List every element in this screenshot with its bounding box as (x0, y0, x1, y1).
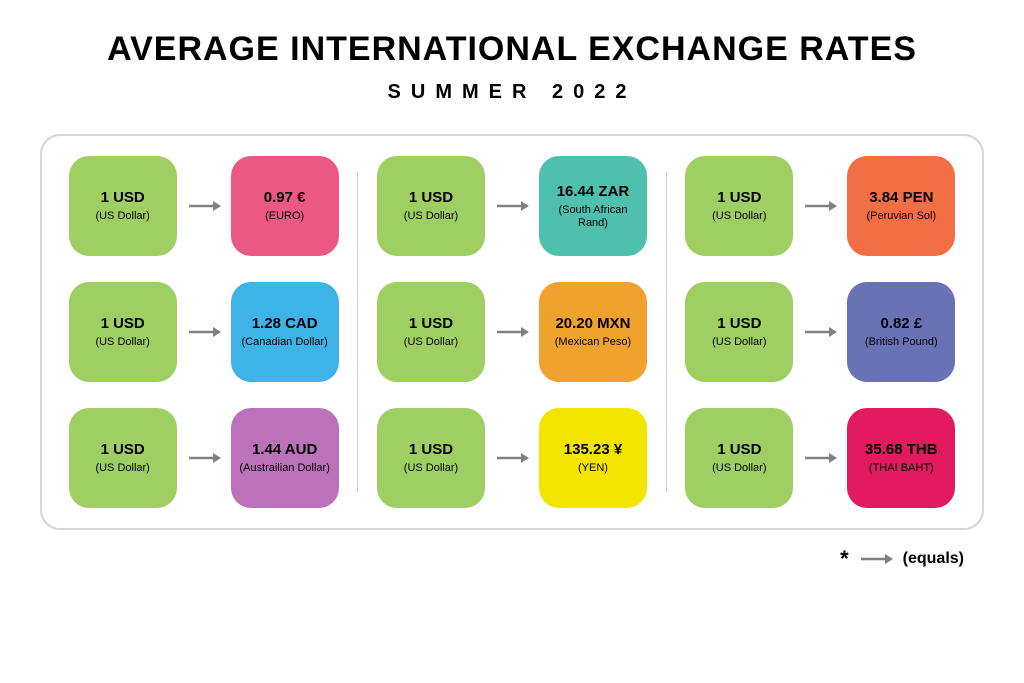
from-label: (US Dollar) (404, 336, 458, 349)
rate-pair: 1 USD (US Dollar) 0.97 € (EURO) (60, 156, 347, 256)
from-label: (US Dollar) (95, 462, 149, 475)
from-currency-box: 1 USD (US Dollar) (685, 282, 793, 382)
to-value: 1.28 CAD (252, 315, 318, 333)
rate-pair: 1 USD (US Dollar) 3.84 PEN (Peruvian Sol) (677, 156, 964, 256)
from-currency-box: 1 USD (US Dollar) (377, 408, 485, 508)
arrow-icon (859, 552, 893, 566)
page-subtitle: SUMMER 2022 (0, 81, 1024, 104)
header: AVERAGE INTERNATIONAL EXCHANGE RATES SUM… (0, 0, 1024, 104)
rate-pair: 1 USD (US Dollar) 1.28 CAD (Canadian Dollar… (60, 282, 347, 382)
rate-pair: 1 USD (US Dollar) 20.20 MXN (Mexican Peso) (368, 282, 655, 382)
to-label: (Peruvian Sol) (866, 210, 936, 223)
from-value: 1 USD (717, 441, 761, 459)
to-currency-box: 35.68 THB (THAI BAHT) (847, 408, 955, 508)
to-value: 135.23 ¥ (564, 441, 622, 459)
to-label: (EURO) (265, 210, 304, 223)
from-value: 1 USD (409, 441, 453, 459)
from-value: 1 USD (717, 315, 761, 333)
from-value: 1 USD (101, 441, 145, 459)
to-currency-box: 3.84 PEN (Peruvian Sol) (847, 156, 955, 256)
to-value: 0.82 £ (880, 315, 922, 333)
column-2: 1 USD (US Dollar) 16.44 ZAR (South African … (358, 156, 665, 508)
from-label: (US Dollar) (95, 336, 149, 349)
from-label: (US Dollar) (95, 210, 149, 223)
to-value: 1.44 AUD (252, 441, 317, 459)
to-value: 20.20 MXN (555, 315, 630, 333)
rate-pair: 1 USD (US Dollar) 135.23 ¥ (YEN) (368, 408, 655, 508)
to-value: 35.68 THB (865, 441, 938, 459)
to-label: (YEN) (578, 462, 608, 475)
to-label: (THAI BAHT) (869, 462, 934, 475)
to-label: (South African Rand) (545, 204, 641, 229)
legend-mark: * (840, 546, 849, 572)
from-currency-box: 1 USD (US Dollar) (685, 408, 793, 508)
from-value: 1 USD (409, 189, 453, 207)
to-value: 0.97 € (264, 189, 306, 207)
to-currency-box: 0.97 € (EURO) (231, 156, 339, 256)
from-label: (US Dollar) (404, 462, 458, 475)
from-currency-box: 1 USD (US Dollar) (69, 408, 177, 508)
to-currency-box: 135.23 ¥ (YEN) (539, 408, 647, 508)
column-1: 1 USD (US Dollar) 0.97 € (EURO) 1 USD (US Dol… (50, 156, 357, 508)
from-currency-box: 1 USD (US Dollar) (685, 156, 793, 256)
rate-pair: 1 USD (US Dollar) 1.44 AUD (Austrailian Dol… (60, 408, 347, 508)
from-currency-box: 1 USD (US Dollar) (69, 282, 177, 382)
from-label: (US Dollar) (712, 336, 766, 349)
from-currency-box: 1 USD (US Dollar) (377, 156, 485, 256)
rates-panel: 1 USD (US Dollar) 0.97 € (EURO) 1 USD (US Dol… (40, 134, 984, 530)
arrow-icon (187, 199, 221, 213)
from-label: (US Dollar) (404, 210, 458, 223)
legend: * (equals) (0, 546, 964, 572)
rate-pair: 1 USD (US Dollar) 35.68 THB (THAI BAHT) (677, 408, 964, 508)
from-label: (US Dollar) (712, 462, 766, 475)
arrow-icon (495, 451, 529, 465)
rate-pair: 1 USD (US Dollar) 16.44 ZAR (South African … (368, 156, 655, 256)
to-value: 3.84 PEN (869, 189, 933, 207)
arrow-icon (803, 451, 837, 465)
from-value: 1 USD (101, 315, 145, 333)
from-currency-box: 1 USD (US Dollar) (69, 156, 177, 256)
legend-text: (equals) (903, 550, 964, 568)
to-currency-box: 1.44 AUD (Austrailian Dollar) (231, 408, 339, 508)
to-value: 16.44 ZAR (557, 183, 630, 201)
arrow-icon (495, 199, 529, 213)
to-currency-box: 20.20 MXN (Mexican Peso) (539, 282, 647, 382)
from-value: 1 USD (409, 315, 453, 333)
to-label: (Mexican Peso) (555, 336, 631, 349)
to-label: (Austrailian Dollar) (239, 462, 329, 475)
from-value: 1 USD (717, 189, 761, 207)
to-currency-box: 1.28 CAD (Canadian Dollar) (231, 282, 339, 382)
arrow-icon (495, 325, 529, 339)
arrow-icon (803, 325, 837, 339)
rate-pair: 1 USD (US Dollar) 0.82 £ (British Pound) (677, 282, 964, 382)
to-currency-box: 0.82 £ (British Pound) (847, 282, 955, 382)
from-value: 1 USD (101, 189, 145, 207)
arrow-icon (187, 325, 221, 339)
to-currency-box: 16.44 ZAR (South African Rand) (539, 156, 647, 256)
column-3: 1 USD(US Dollar)3.84 PEN(Peruvian Sol)1 … (667, 156, 974, 508)
arrow-icon (187, 451, 221, 465)
page-title: AVERAGE INTERNATIONAL EXCHANGE RATES (0, 30, 1024, 69)
to-label: (Canadian Dollar) (242, 336, 328, 349)
to-label: (British Pound) (865, 336, 938, 349)
arrow-icon (803, 199, 837, 213)
from-label: (US Dollar) (712, 210, 766, 223)
from-currency-box: 1 USD (US Dollar) (377, 282, 485, 382)
